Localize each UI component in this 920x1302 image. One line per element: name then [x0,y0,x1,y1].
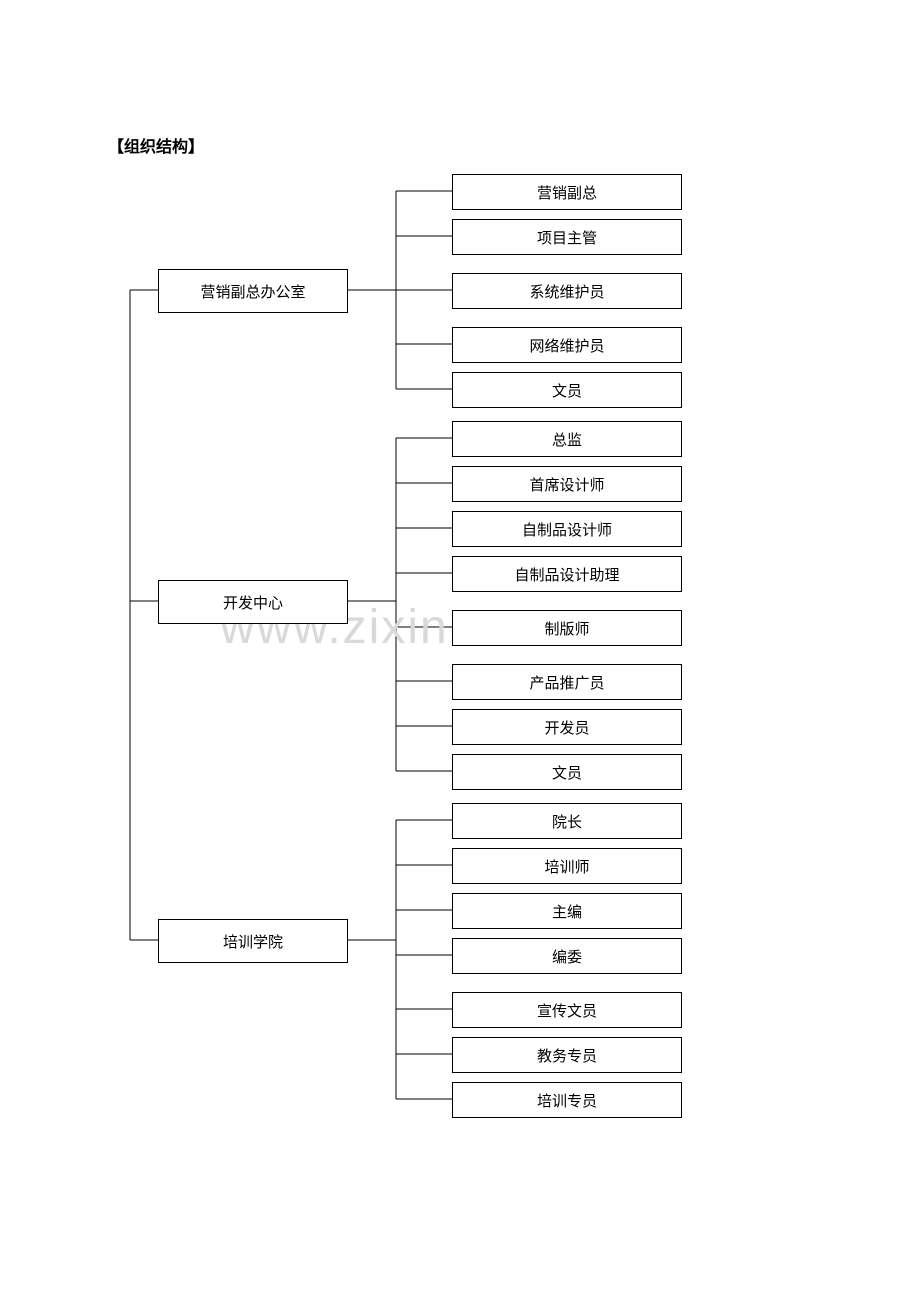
child-node-g2-6: 开发员 [452,709,682,745]
child-node-g1-3: 网络维护员 [452,327,682,363]
child-node-g3-5: 教务专员 [452,1037,682,1073]
child-node-g1-0: 营销副总 [452,174,682,210]
child-node-g3-2: 主编 [452,893,682,929]
child-node-g1-4: 文员 [452,372,682,408]
child-node-g2-1: 首席设计师 [452,466,682,502]
child-node-g3-6: 培训专员 [452,1082,682,1118]
child-node-g3-4: 宣传文员 [452,992,682,1028]
parent-node-g1: 营销副总办公室 [158,269,348,313]
child-node-g3-3: 编委 [452,938,682,974]
child-node-g2-4: 制版师 [452,610,682,646]
child-node-g3-0: 院长 [452,803,682,839]
child-node-g3-1: 培训师 [452,848,682,884]
child-node-g2-3: 自制品设计助理 [452,556,682,592]
child-node-g2-7: 文员 [452,754,682,790]
child-node-g2-0: 总监 [452,421,682,457]
child-node-g1-1: 项目主管 [452,219,682,255]
child-node-g1-2: 系统维护员 [452,273,682,309]
child-node-g2-2: 自制品设计师 [452,511,682,547]
parent-node-g2: 开发中心 [158,580,348,624]
child-node-g2-5: 产品推广员 [452,664,682,700]
org-chart: 【组织结构】 www.zixin.com.cn 营销副总办公室营销副总项目主管系… [0,0,920,1302]
parent-node-g3: 培训学院 [158,919,348,963]
